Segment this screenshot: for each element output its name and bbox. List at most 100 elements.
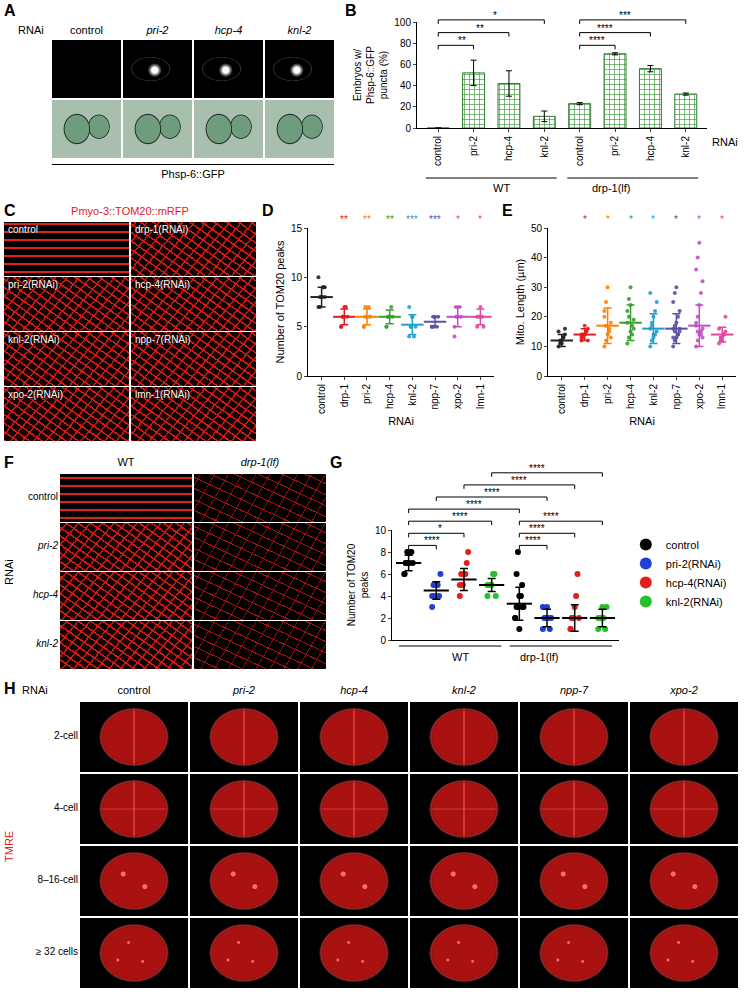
svg-text:WT: WT xyxy=(493,182,510,194)
svg-text:Number of TOM20 peaks: Number of TOM20 peaks xyxy=(274,240,286,364)
svg-text:Number of TOM20peaks: Number of TOM20peaks xyxy=(346,543,370,626)
svg-text:****: **** xyxy=(466,499,482,510)
svg-text:5: 5 xyxy=(296,321,302,332)
svg-text:control: control xyxy=(574,136,585,166)
svg-text:*: * xyxy=(720,214,724,225)
svg-text:RNAi: RNAi xyxy=(629,415,655,427)
svg-text:pri-2: pri-2 xyxy=(361,384,372,404)
svg-text:**: ** xyxy=(476,23,484,34)
svg-text:****: **** xyxy=(543,511,559,522)
svg-text:WT: WT xyxy=(452,651,469,663)
svg-text:xpo-2: xpo-2 xyxy=(694,384,705,409)
svg-text:****: **** xyxy=(424,535,440,546)
svg-text:6: 6 xyxy=(380,569,386,580)
svg-text:0: 0 xyxy=(405,123,411,134)
svg-text:drp-1: drp-1 xyxy=(579,384,590,408)
html-text:pri-2: pri-2 xyxy=(146,24,169,36)
svg-text:*: * xyxy=(606,214,610,225)
svg-text:4: 4 xyxy=(380,591,386,602)
html-text:hcp-4: hcp-4 xyxy=(214,24,243,36)
svg-text:40: 40 xyxy=(400,80,412,91)
svg-text:hcp-4: hcp-4 xyxy=(625,384,636,409)
svg-text:*: * xyxy=(478,214,482,225)
svg-text:2: 2 xyxy=(380,613,386,624)
svg-text:Mito. Length (µm): Mito. Length (µm) xyxy=(514,259,526,345)
svg-text:15: 15 xyxy=(291,223,303,234)
svg-text:drp-1(lf): drp-1(lf) xyxy=(520,651,559,663)
html-text:A: A xyxy=(4,2,16,19)
svg-text:RNAi: RNAi xyxy=(712,136,738,148)
svg-text:RNAi: RNAi xyxy=(388,415,414,427)
svg-text:10: 10 xyxy=(375,525,387,536)
svg-text:control: control xyxy=(316,384,327,414)
svg-text:knl-2: knl-2 xyxy=(648,384,659,406)
svg-text:*: * xyxy=(674,214,678,225)
svg-text:20: 20 xyxy=(531,311,543,322)
svg-text:drp-1(lf): drp-1(lf) xyxy=(592,182,631,194)
svg-text:**: ** xyxy=(340,214,348,225)
svg-text:100: 100 xyxy=(394,17,411,28)
svg-text:30: 30 xyxy=(531,282,543,293)
svg-text:0: 0 xyxy=(536,371,542,382)
svg-text:10: 10 xyxy=(291,272,303,283)
svg-text:knl-2: knl-2 xyxy=(539,136,550,158)
svg-text:****: **** xyxy=(484,487,500,498)
svg-text:knl-2: knl-2 xyxy=(407,384,418,406)
html-text:control: control xyxy=(70,24,103,36)
svg-text:pri-2: pri-2 xyxy=(609,136,620,156)
svg-text:lmn-1: lmn-1 xyxy=(475,384,486,409)
svg-text:*: * xyxy=(651,214,655,225)
svg-text:****: **** xyxy=(452,511,468,522)
svg-text:**: ** xyxy=(458,35,466,46)
svg-text:hcp-4: hcp-4 xyxy=(384,384,395,409)
html-text:C: C xyxy=(4,202,16,219)
html-text:G: G xyxy=(330,454,343,471)
svg-text:*: * xyxy=(493,10,497,21)
svg-text:****: **** xyxy=(525,535,541,546)
svg-text:lmn-1: lmn-1 xyxy=(716,384,727,409)
svg-text:8: 8 xyxy=(380,547,386,558)
html-text:Phsp-6::GFP: Phsp-6::GFP xyxy=(161,168,225,180)
svg-text:50: 50 xyxy=(531,223,543,234)
svg-text:****: **** xyxy=(597,23,613,34)
svg-text:***: *** xyxy=(406,214,418,225)
svg-text:knl-2: knl-2 xyxy=(680,136,691,158)
svg-text:npp-7: npp-7 xyxy=(671,384,682,410)
svg-text:*: * xyxy=(583,214,587,225)
svg-text:control: control xyxy=(666,539,699,551)
svg-text:control: control xyxy=(432,136,443,166)
svg-text:pri-2: pri-2 xyxy=(468,136,479,156)
svg-text:*: * xyxy=(697,214,701,225)
svg-text:****: **** xyxy=(589,35,605,46)
svg-text:**: ** xyxy=(386,214,394,225)
svg-text:hcp-4(RNAi): hcp-4(RNAi) xyxy=(666,577,727,589)
svg-text:0: 0 xyxy=(380,635,386,646)
svg-text:40: 40 xyxy=(531,252,543,263)
svg-text:****: **** xyxy=(529,523,545,534)
svg-text:***: *** xyxy=(429,214,441,225)
svg-text:60: 60 xyxy=(400,59,412,70)
svg-text:xpo-2: xpo-2 xyxy=(452,384,463,409)
html-text:knl-2: knl-2 xyxy=(287,24,312,36)
svg-text:*: * xyxy=(456,214,460,225)
svg-text:Embryos w/Phsp-6::GFPpuncta (%: Embryos w/Phsp-6::GFPpuncta (%) xyxy=(352,46,389,104)
svg-text:control: control xyxy=(556,384,567,414)
svg-text:hcp-4: hcp-4 xyxy=(645,136,656,161)
svg-text:****: **** xyxy=(529,463,545,474)
svg-text:****: **** xyxy=(511,475,527,486)
svg-text:20: 20 xyxy=(400,101,412,112)
svg-text:*: * xyxy=(629,214,633,225)
html-text:RNAi: RNAi xyxy=(18,24,44,36)
svg-text:drp-1: drp-1 xyxy=(339,384,350,408)
svg-text:npp-7: npp-7 xyxy=(429,384,440,410)
svg-text:80: 80 xyxy=(400,38,412,49)
svg-text:*: * xyxy=(438,523,442,534)
svg-text:pri-2: pri-2 xyxy=(602,384,613,404)
svg-text:0: 0 xyxy=(296,371,302,382)
svg-text:knl-2(RNAi): knl-2(RNAi) xyxy=(666,596,723,608)
svg-text:pri-2(RNAi): pri-2(RNAi) xyxy=(666,558,721,570)
svg-text:hcp-4: hcp-4 xyxy=(503,136,514,161)
svg-text:10: 10 xyxy=(531,341,543,352)
svg-text:***: *** xyxy=(619,10,631,21)
svg-text:**: ** xyxy=(363,214,371,225)
